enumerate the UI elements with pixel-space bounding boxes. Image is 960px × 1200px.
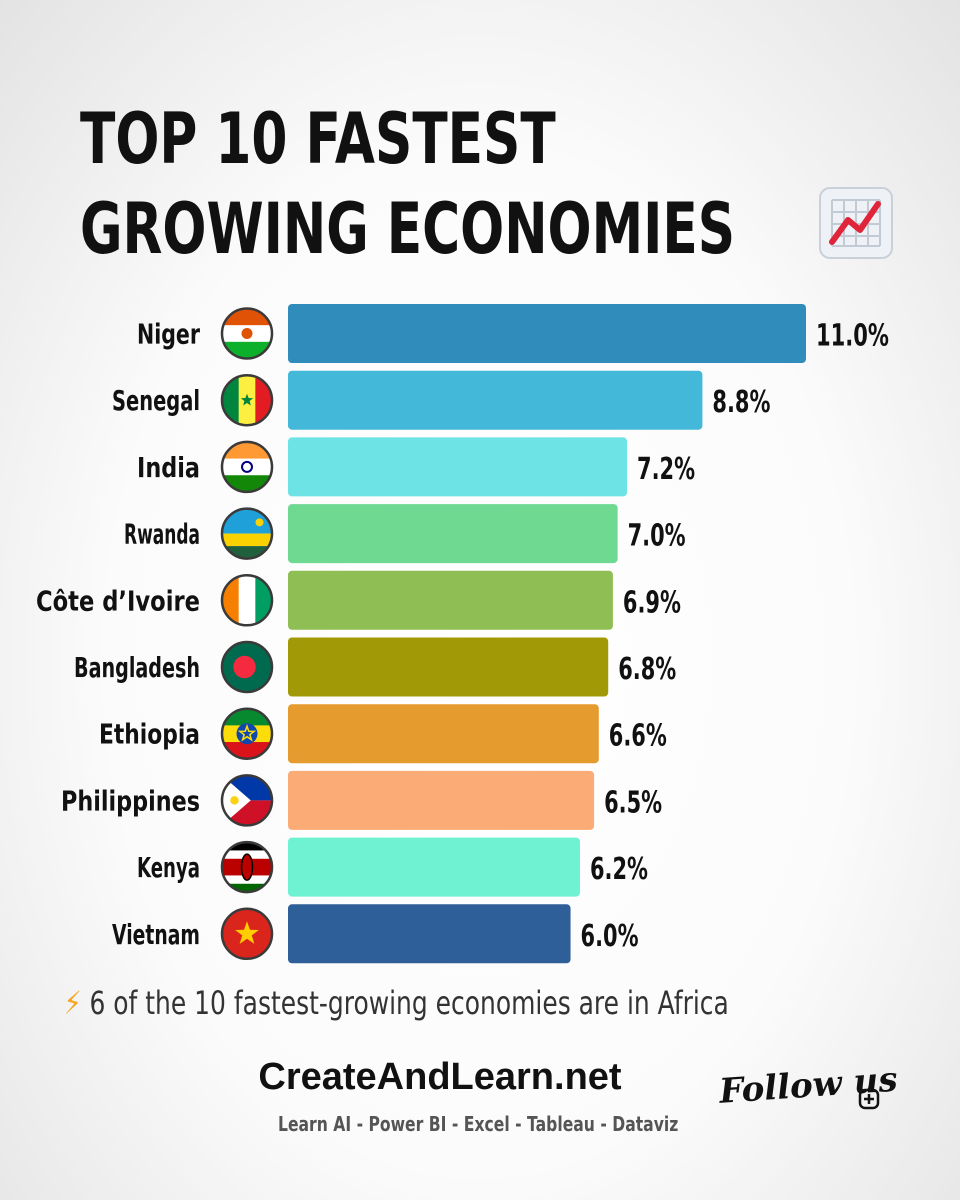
- bar: [288, 837, 580, 897]
- category-label: Vietnam: [112, 918, 200, 951]
- flag-india-icon: [220, 440, 274, 494]
- value-label: 11.0%: [816, 319, 889, 354]
- value-label: 6.6%: [609, 719, 667, 754]
- brand-tagline: Learn AI - Power BI - Excel - Tableau - …: [278, 1112, 679, 1136]
- bar: [288, 437, 628, 497]
- category-label: Bangladesh: [74, 651, 200, 684]
- lightning-icon: ⚡: [64, 984, 82, 1022]
- category-label: Philippines: [61, 784, 200, 817]
- bar: [288, 770, 595, 830]
- brand-name[interactable]: CreateAndLearn.net: [258, 1056, 622, 1098]
- flag-rwanda-icon: [220, 507, 274, 560]
- category-label: Côte d’Ivoire: [36, 584, 200, 617]
- value-label: 6.9%: [623, 585, 681, 620]
- value-label: 7.0%: [628, 519, 686, 554]
- flag-senegal-icon: [220, 373, 274, 427]
- plus-box-icon[interactable]: [858, 1088, 880, 1110]
- flag-kenya-icon: [220, 840, 274, 894]
- value-label: 6.2%: [590, 852, 648, 887]
- bar: [288, 504, 618, 564]
- category-label: Niger: [137, 318, 200, 351]
- bars-layer: Niger 11.0% Senegal 8.8% India 7.2% Rwanda 7.0%…: [36, 304, 889, 964]
- category-label: Kenya: [137, 851, 200, 884]
- category-label: Senegal: [112, 384, 200, 417]
- footnote: ⚡ 6 of the 10 fastest-growing economies …: [64, 984, 729, 1022]
- footnote-text: 6 of the 10 fastest-growing economies ar…: [89, 984, 729, 1022]
- flag-niger-icon: [220, 307, 274, 360]
- flag-vietnam-icon: [220, 907, 274, 961]
- bar: [288, 704, 599, 764]
- value-label: 6.5%: [604, 785, 662, 820]
- flag-ethiopia-icon: [220, 707, 274, 760]
- bar: [288, 637, 609, 697]
- flag-philippines-icon: [220, 774, 274, 827]
- category-label: India: [137, 451, 200, 484]
- value-label: 6.8%: [618, 652, 676, 687]
- chart-title-line-2: GROWING ECONOMIES: [80, 188, 736, 270]
- category-label: Rwanda: [124, 518, 200, 551]
- bar: [288, 370, 703, 430]
- bar: [288, 904, 571, 964]
- value-label: 7.2%: [637, 452, 695, 487]
- bar: [288, 570, 613, 630]
- category-label: Ethiopia: [99, 718, 200, 751]
- flag-cote-divoire-icon: [220, 574, 274, 627]
- chart-increasing-icon: [819, 187, 893, 259]
- chart-title-line-1: TOP 10 FASTEST: [80, 98, 556, 180]
- value-label: 8.8%: [712, 385, 770, 420]
- value-label: 6.0%: [581, 919, 639, 954]
- bar-chart: Niger 11.0% Senegal 8.8% India 7.2% Rwanda 7.0%…: [36, 304, 889, 964]
- flag-bangladesh-icon: [220, 640, 274, 694]
- bar: [288, 304, 806, 363]
